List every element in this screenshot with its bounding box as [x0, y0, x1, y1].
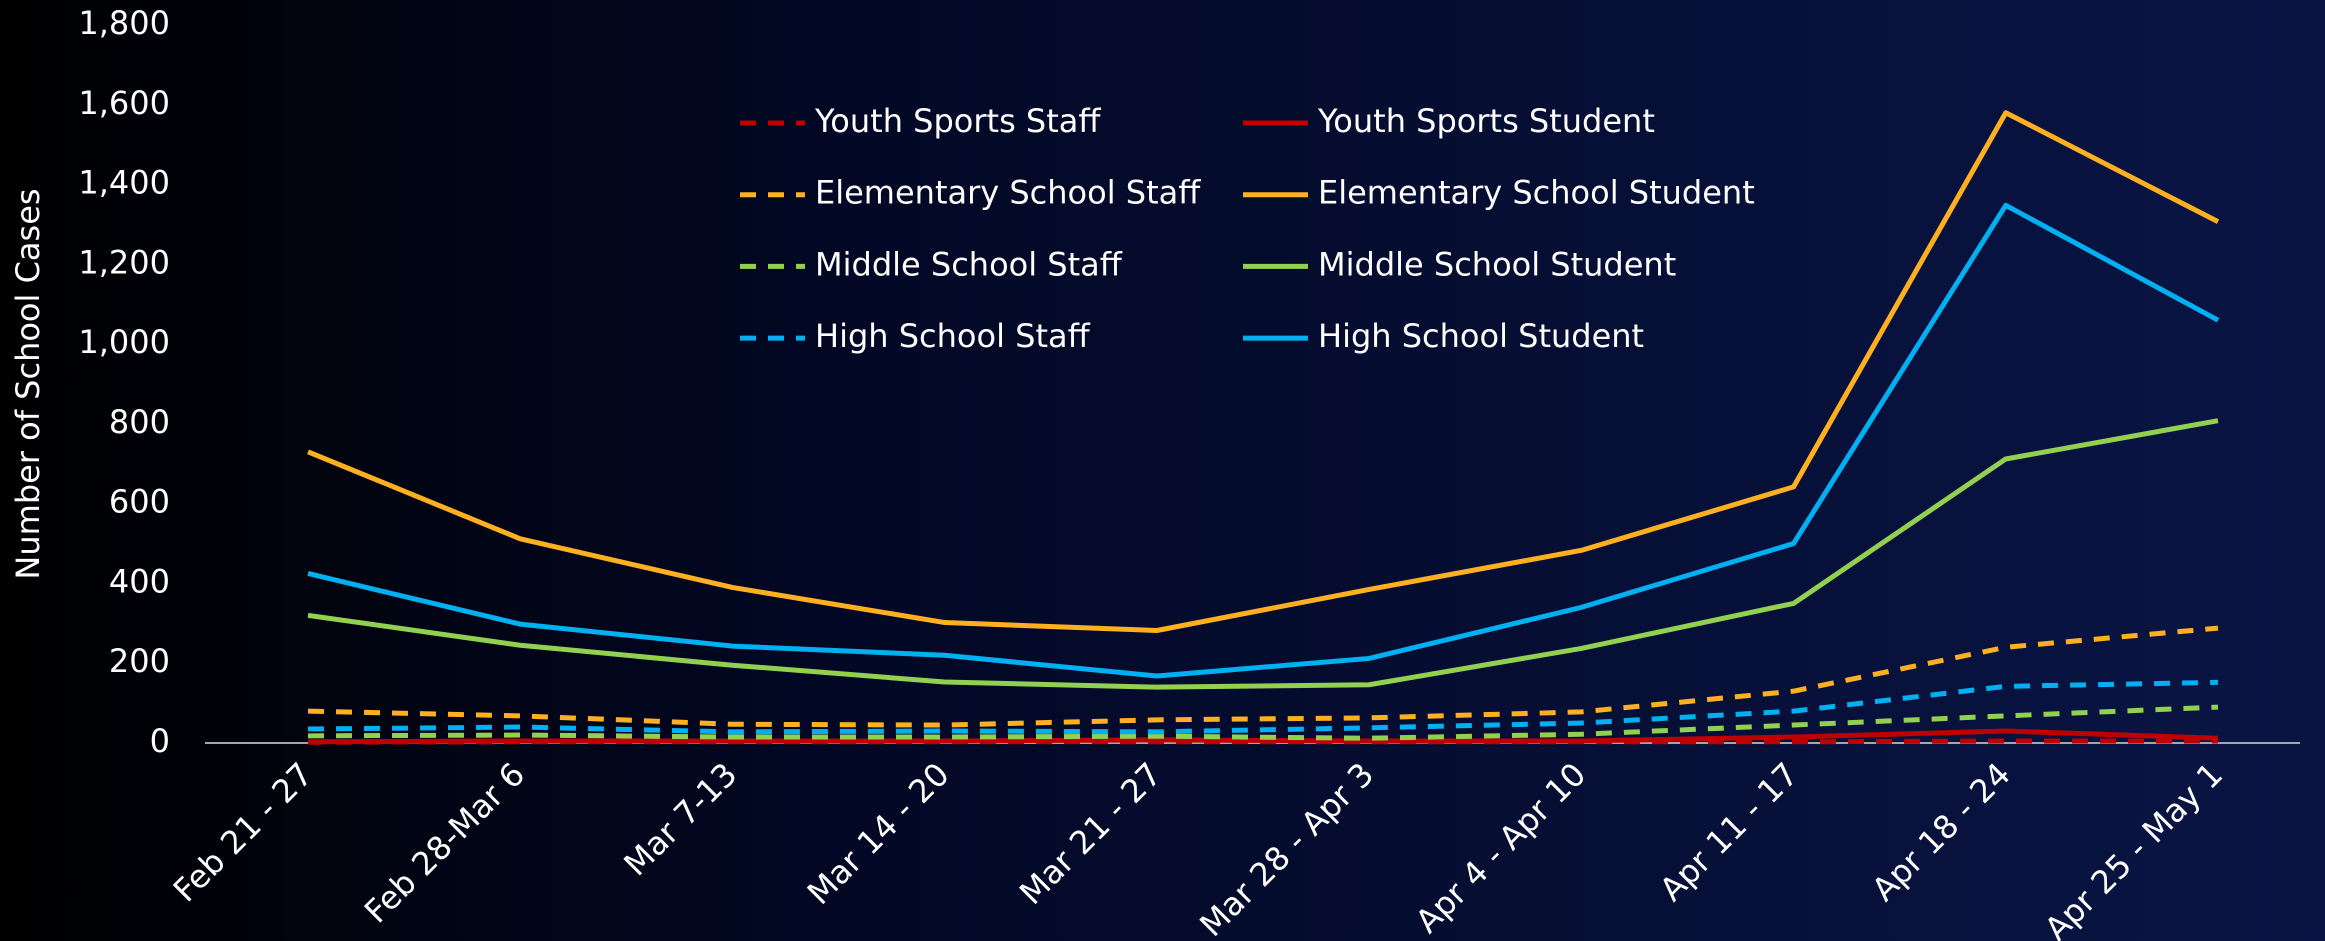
legend-label: High School Student [1318, 317, 1644, 355]
x-tick-label: Apr 25 - May 1 [2037, 755, 2230, 941]
series-line [307, 728, 2219, 745]
x-tick-label: Apr 11 - 17 [1652, 755, 1805, 908]
series-line [307, 625, 2219, 728]
y-tick-label: 800 [109, 403, 170, 441]
x-tick-label: Apr 4 - Apr 10 [1408, 755, 1593, 940]
y-axis-label: Number of School Cases [9, 188, 47, 579]
y-tick-label: 1,600 [78, 84, 170, 122]
x-tick-label: Apr 18 - 24 [1864, 755, 2017, 908]
x-tick-label: Feb 21 - 27 [166, 755, 320, 909]
y-tick-label: 600 [109, 483, 170, 521]
y-tick-label: 200 [109, 642, 170, 680]
legend-label: Elementary School Student [1318, 174, 1755, 212]
y-tick-label: 1,400 [78, 164, 170, 202]
x-tick-label: Mar 14 - 20 [800, 755, 957, 912]
series-line [307, 679, 2219, 735]
x-tick-label: Mar 28 - Apr 3 [1192, 755, 1381, 941]
legend-label: Youth Sports Staff [814, 102, 1101, 140]
series-line [307, 704, 2219, 741]
x-tick-label: Mar 21 - 27 [1012, 755, 1169, 912]
y-tick-label: 1,200 [78, 243, 170, 281]
x-tick-label: Mar 7-13 [616, 755, 744, 883]
series-line [307, 418, 2219, 690]
y-tick-label: 1,000 [78, 323, 170, 361]
series-line [307, 110, 2220, 634]
x-tick-label: Feb 28-Mar 6 [357, 755, 532, 930]
y-tick-label: 1,800 [78, 4, 170, 42]
legend-label: Youth Sports Student [1317, 102, 1655, 140]
legend-label: Middle School Staff [815, 245, 1123, 283]
series-line [307, 202, 2220, 679]
y-tick-label: 0 [150, 722, 170, 760]
legend-label: Middle School Student [1318, 245, 1676, 283]
legend-label: High School Staff [815, 317, 1091, 355]
legend-label: Elementary School Staff [815, 174, 1201, 212]
y-tick-label: 400 [109, 562, 170, 600]
